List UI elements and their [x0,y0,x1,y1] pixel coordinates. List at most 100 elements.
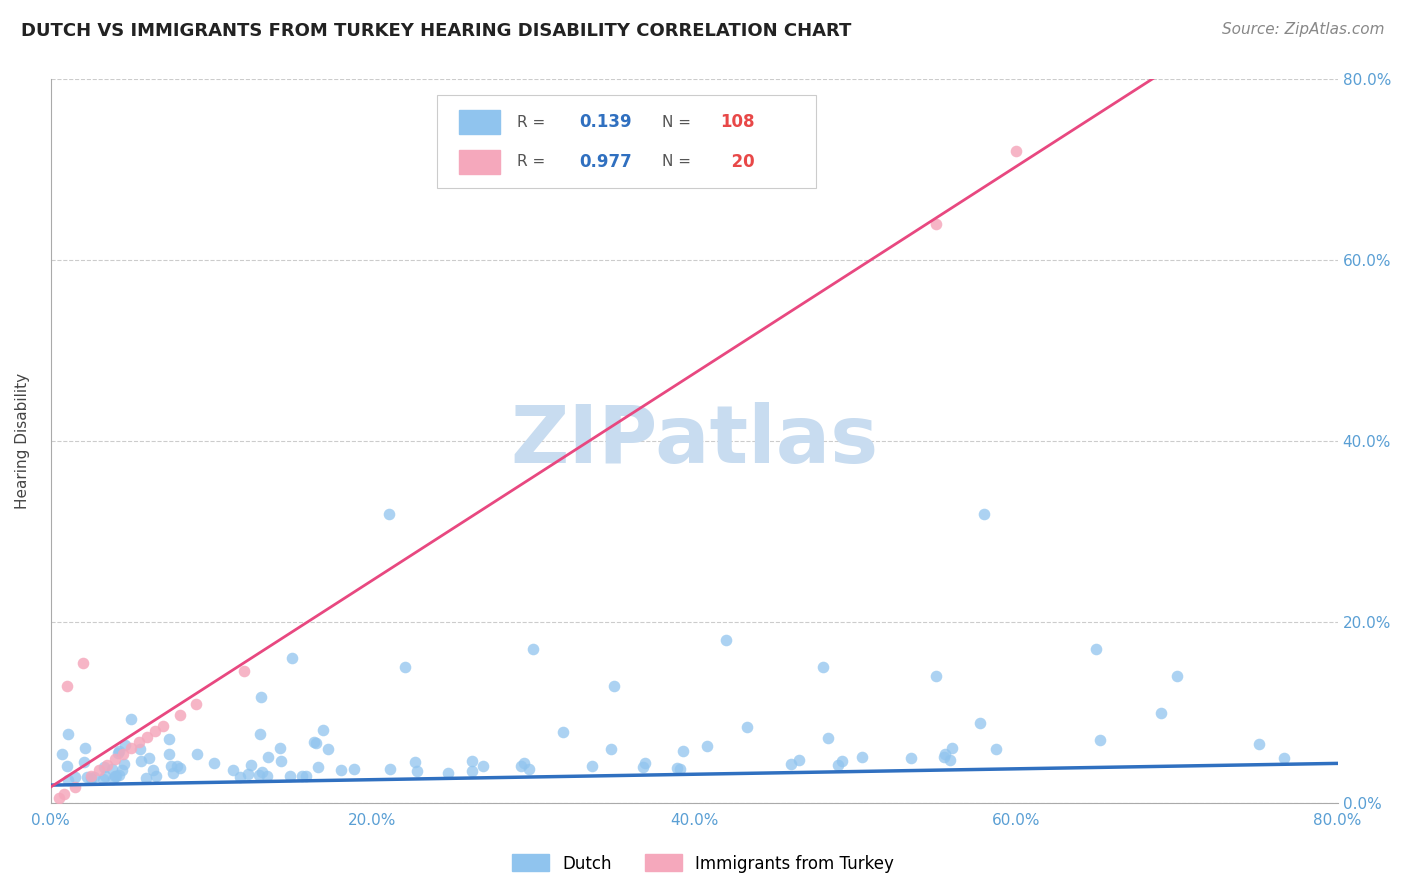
Point [986,742,1008,756]
Bar [458,150,501,174]
Point [269,740,291,755]
Point [437,766,460,780]
Point [811,660,834,674]
Point [295,769,318,783]
Point [128,741,150,756]
Point [513,756,536,771]
Point [232,664,254,678]
Text: R =: R = [516,115,550,130]
Point [129,755,152,769]
Point [63,780,86,794]
Point [166,758,188,772]
Point [56,773,79,788]
Point [461,754,484,768]
Point [250,765,273,780]
Point [80,769,103,783]
Point [104,752,127,766]
Point [510,759,533,773]
Point [236,767,259,781]
Point [831,755,853,769]
Point [103,772,125,786]
Point [96,757,118,772]
Point [136,730,159,744]
Point [278,769,301,783]
Point [93,759,115,773]
Point [186,747,208,761]
Point [924,217,946,231]
Point [378,762,401,776]
Point [1272,751,1295,765]
Point [162,766,184,780]
Point [229,770,252,784]
Point [94,768,117,782]
Text: ZIPatlas: ZIPatlas [510,402,879,480]
Point [157,747,180,761]
Point [1090,732,1112,747]
Point [1005,145,1028,159]
Point [600,742,623,756]
Text: N =: N = [662,154,696,169]
Point [581,759,603,773]
Point [114,738,136,752]
Point [307,760,329,774]
Point [105,770,128,784]
Point [716,633,738,648]
Point [696,739,718,754]
Point [184,697,207,711]
Point [973,507,995,521]
Point [91,772,114,786]
Point [51,747,73,762]
Point [72,755,94,769]
Point [394,660,416,674]
Point [270,754,292,768]
Point [111,763,134,777]
Point [240,758,263,772]
Point [257,750,280,764]
Point [472,759,495,773]
Point [924,669,946,683]
Text: R =: R = [516,154,550,169]
Point [1085,642,1108,657]
Point [941,740,963,755]
Point [631,760,654,774]
Point [302,735,325,749]
Text: 108: 108 [720,113,755,131]
Point [72,656,94,670]
Point [202,756,225,771]
Point [1249,737,1271,751]
Text: 0.139: 0.139 [579,113,633,131]
Point [169,761,191,775]
Point [311,723,333,737]
Point [135,771,157,785]
Legend: Dutch, Immigrants from Turkey: Dutch, Immigrants from Turkey [506,847,900,880]
Point [256,769,278,783]
Point [56,679,79,693]
Point [461,764,484,778]
Point [316,741,339,756]
Point [87,763,110,777]
Point [73,741,96,756]
Bar [458,111,501,135]
Point [305,736,328,750]
Point [56,759,79,773]
Point [247,767,270,781]
Point [517,762,540,776]
Point [48,790,70,805]
Point [249,727,271,741]
Point [1150,706,1173,721]
Point [107,746,129,760]
Point [603,679,626,693]
Point [120,741,142,756]
Point [851,749,873,764]
Point [145,724,167,739]
Point [672,744,695,758]
Point [330,763,353,777]
Point [52,788,75,802]
Point [900,750,922,764]
Point [553,725,575,739]
Point [817,731,839,746]
Point [780,756,803,771]
Point [104,769,127,783]
Point [83,770,105,784]
Point [665,761,688,775]
